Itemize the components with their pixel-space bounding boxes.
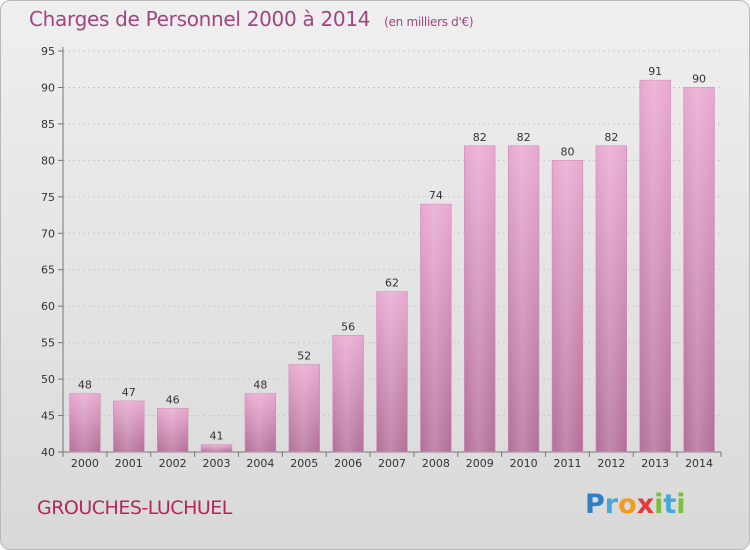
y-tick-label: 95	[41, 45, 55, 58]
x-tick-label: 2008	[422, 457, 450, 470]
x-tick-label: 2004	[246, 457, 274, 470]
x-tick-label: 2013	[641, 457, 669, 470]
y-tick-label: 80	[41, 154, 55, 167]
bar-value-label: 82	[604, 131, 618, 144]
bar-highlight	[552, 160, 583, 452]
bar-highlight	[245, 393, 276, 452]
x-tick-label: 2010	[510, 457, 538, 470]
y-tick-label: 55	[41, 337, 55, 350]
bar-highlight	[508, 145, 539, 453]
bar-highlight	[595, 145, 627, 453]
bars	[69, 79, 715, 453]
bar-highlight	[639, 80, 671, 452]
proxiti-logo[interactable]: Proxiti	[585, 489, 686, 520]
y-tick-label: 90	[41, 81, 55, 94]
bar-value-label: 46	[166, 393, 180, 406]
y-tick-label: 65	[41, 264, 55, 277]
logo-letter: x	[636, 489, 655, 520]
chart-subtitle: (en milliers d'€)	[384, 15, 474, 29]
bar-highlight	[420, 204, 452, 452]
bar-value-label: 82	[473, 131, 487, 144]
logo-letter: i	[654, 489, 664, 520]
x-tick-label: 2012	[597, 457, 625, 470]
x-tick-label: 2011	[553, 457, 581, 470]
logo-letter: r	[604, 489, 619, 520]
bar-value-label: 48	[78, 379, 92, 392]
logo-letter: P	[585, 489, 605, 520]
bar-highlight	[464, 145, 496, 453]
bar-value-label: 90	[692, 72, 706, 85]
bar-highlight	[376, 291, 408, 452]
x-tick-label: 2005	[290, 457, 318, 470]
x-tick-label: 2007	[378, 457, 406, 470]
bar-value-label: 91	[648, 65, 662, 78]
bar-value-label: 52	[297, 350, 311, 363]
bar-highlight	[288, 364, 320, 452]
bar-highlight	[157, 408, 189, 452]
bar-value-label: 47	[122, 386, 136, 399]
labels: 40 45 50 55 60 65 70 75 80 85 90 95 48 2000 47 2001 46 20…	[41, 45, 713, 470]
bar-value-label: 82	[517, 131, 531, 144]
x-tick-label: 2006	[334, 457, 362, 470]
x-tick-label: 2003	[203, 457, 231, 470]
y-tick-label: 50	[41, 373, 55, 386]
logo-letter: o	[618, 489, 637, 520]
chart-title-text: Charges de Personnel 2000 à 2014	[29, 7, 371, 31]
x-tick-label: 2001	[115, 457, 143, 470]
bar-value-label: 56	[341, 320, 355, 333]
x-tick-label: 2002	[159, 457, 187, 470]
y-tick-label: 85	[41, 118, 55, 131]
y-tick-label: 60	[41, 300, 55, 313]
bar-value-label: 74	[429, 189, 443, 202]
bar-value-label: 80	[560, 145, 574, 158]
bar-highlight	[69, 393, 101, 452]
logo-letter: i	[676, 489, 686, 520]
bar-highlight	[332, 335, 364, 452]
bar-highlight	[201, 444, 232, 452]
bar-highlight	[113, 400, 145, 452]
logo-letter: t	[663, 489, 677, 520]
x-tick-label: 2014	[685, 457, 713, 470]
y-tick-label: 45	[41, 410, 55, 423]
y-tick-label: 75	[41, 191, 55, 204]
y-tick-label: 40	[41, 446, 55, 459]
y-tick-label: 70	[41, 227, 55, 240]
chart-title: Charges de Personnel 2000 à 2014 (en mill…	[29, 7, 474, 31]
commune-name: GROUCHES-LUCHUEL	[37, 497, 232, 519]
x-tick-label: 2000	[71, 457, 99, 470]
bar-value-label: 62	[385, 277, 399, 290]
bar-value-label: 48	[253, 379, 267, 392]
x-tick-label: 2009	[466, 457, 494, 470]
bar-value-label: 41	[210, 430, 224, 443]
bar-highlight	[683, 87, 715, 453]
